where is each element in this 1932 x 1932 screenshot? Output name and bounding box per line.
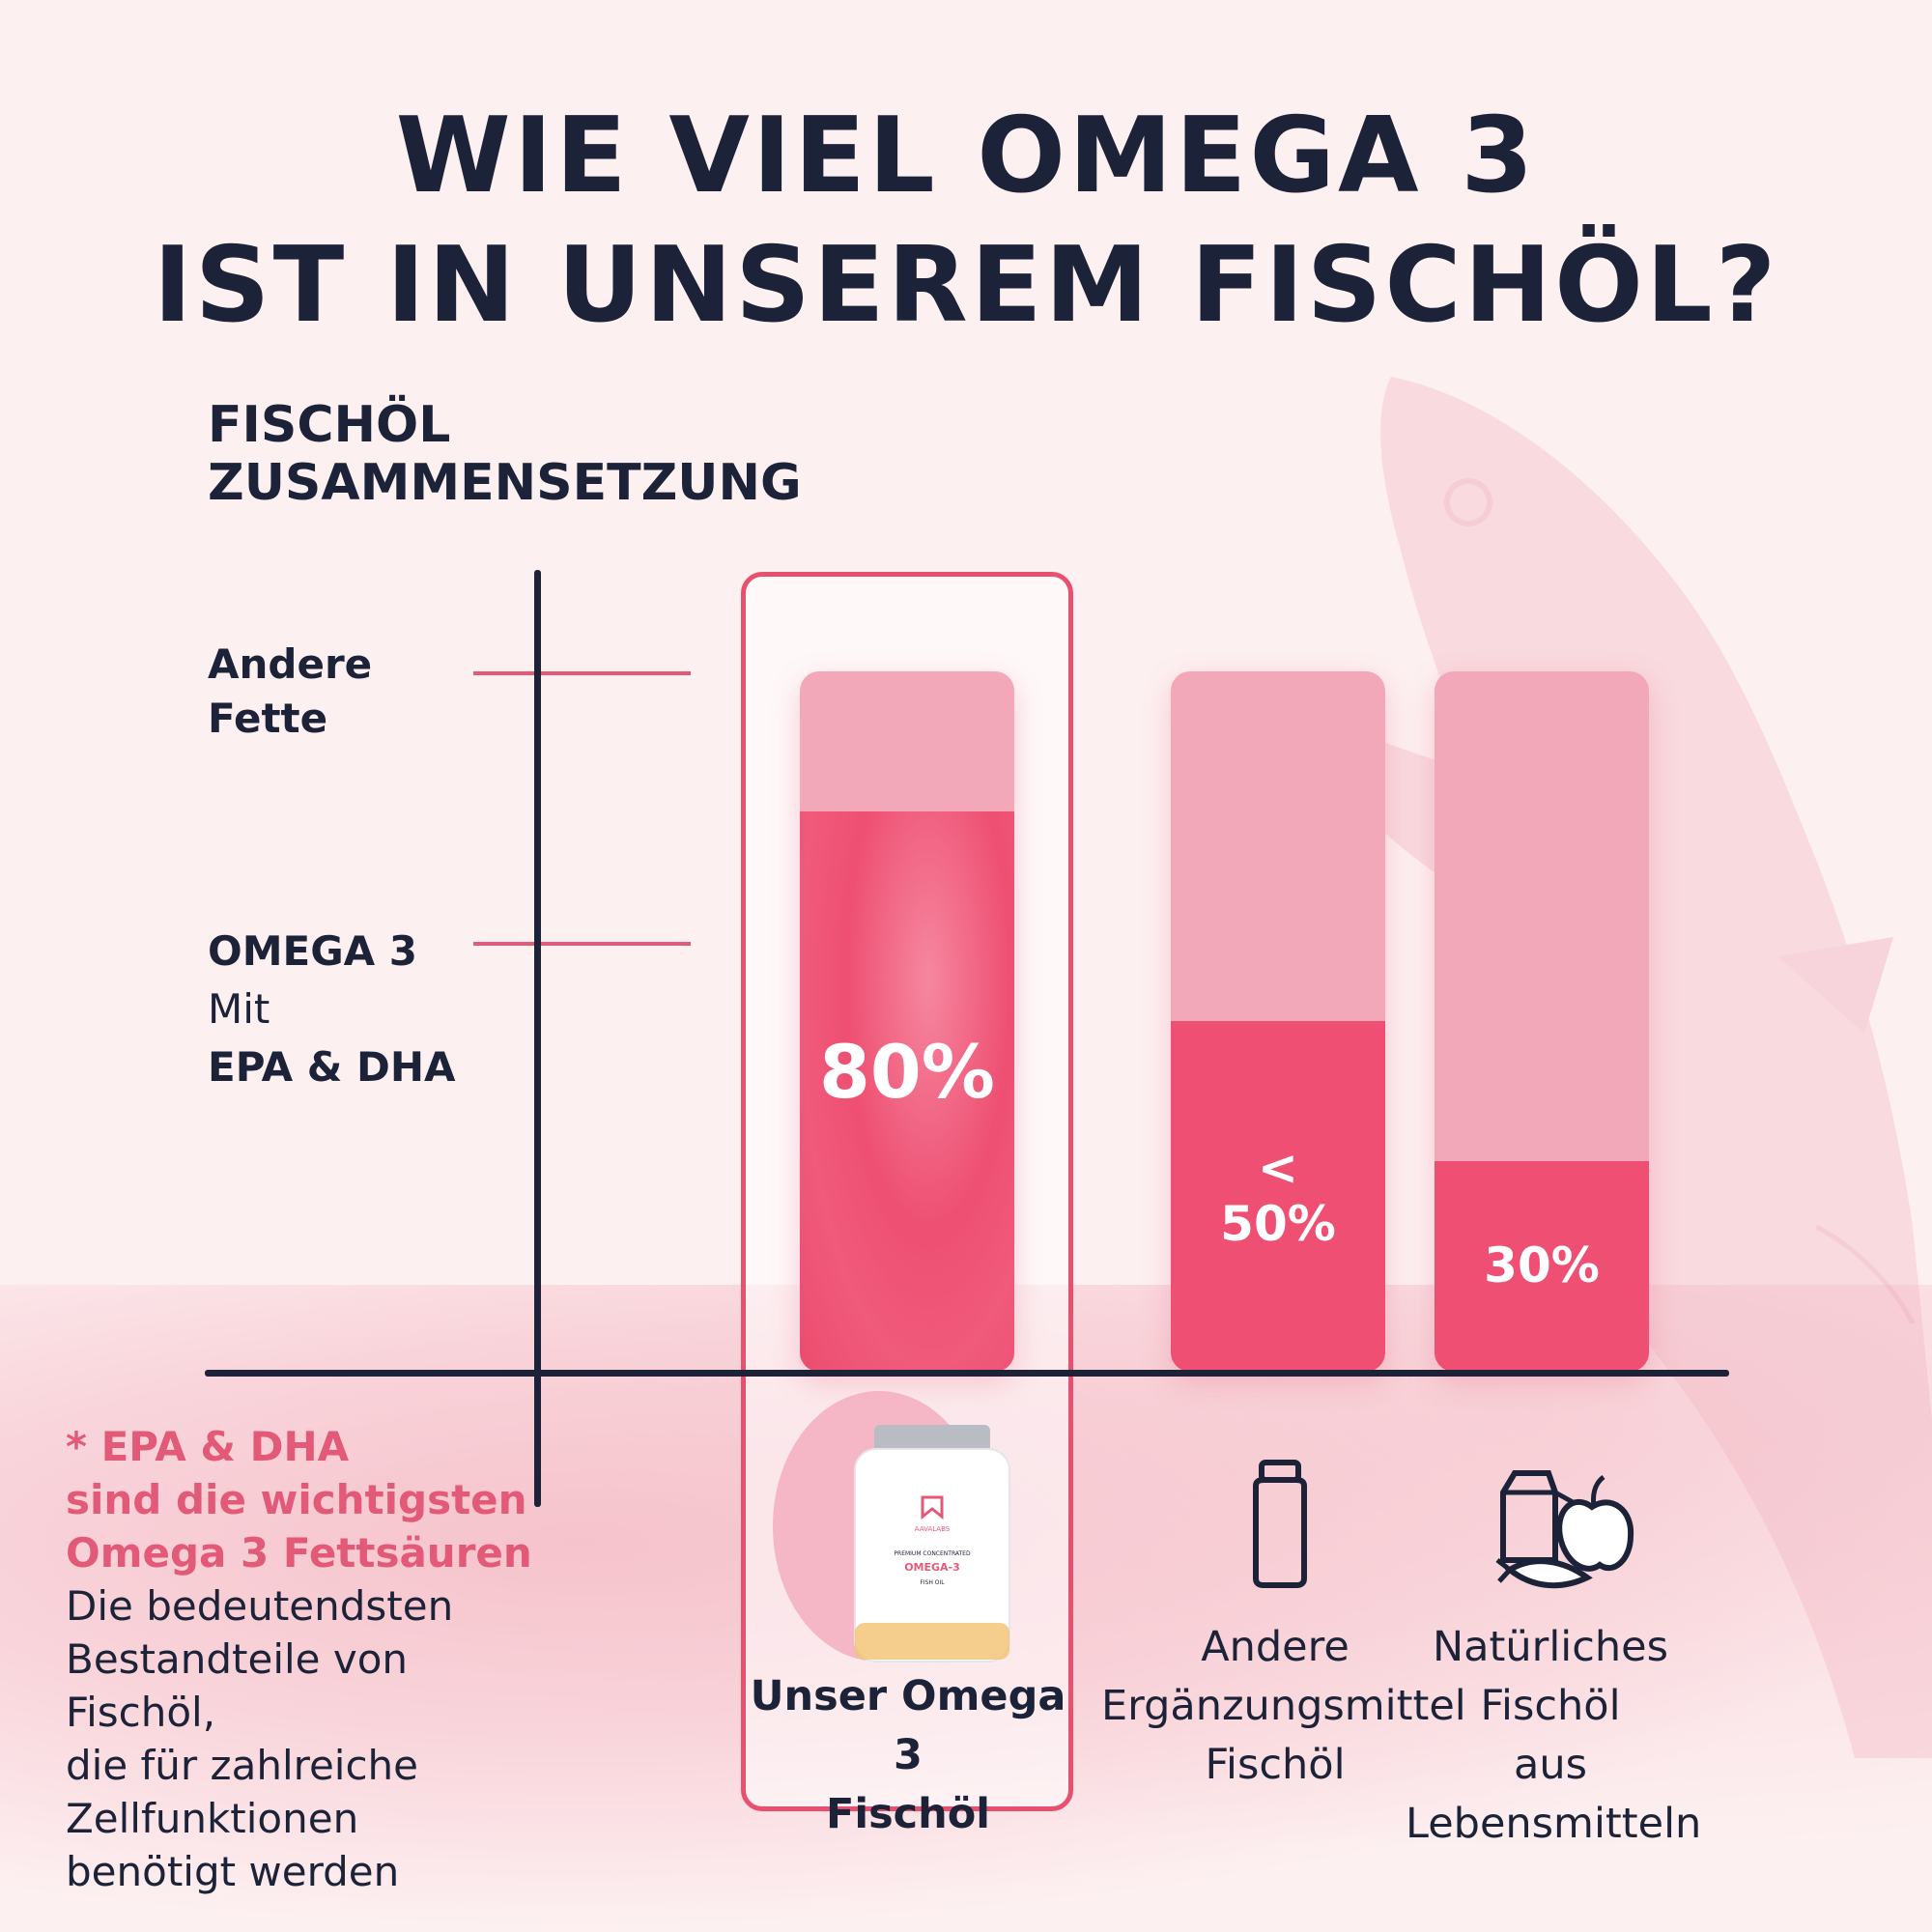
product-brand: AAVALABS: [915, 1525, 951, 1533]
milk-apple-carrot-icon: [1495, 1470, 1634, 1589]
footnote-body-line-6: benötigt werden: [66, 1848, 400, 1895]
omega-label-line-2: Mit: [208, 985, 270, 1033]
product-logo-icon: [921, 1495, 944, 1520]
chart-subtitle: FISCHÖL ZUSAMMENSETZUNG: [208, 396, 884, 512]
category-label-line: aus: [1513, 1741, 1587, 1789]
category-label-line: Ergänzungsmittel: [1101, 1682, 1466, 1730]
footnote: * EPA & DHA sind die wichtigsten Omega 3…: [66, 1420, 568, 1898]
bar-data-label-value: 30%: [1484, 1237, 1600, 1293]
category-label-line: Andere: [1201, 1623, 1350, 1671]
category-label-line: Fischöl: [1480, 1682, 1621, 1730]
omega-tick: [473, 942, 691, 946]
x-axis-line: [205, 1370, 1729, 1377]
bar-unser-omega: 80%: [800, 671, 1014, 1372]
page-title-line-2: IST IN UNSEREM FISCHÖL?: [153, 225, 1779, 346]
other-fats-label-line-2: Fette: [208, 695, 328, 742]
footnote-heading-2: sind die wichtigsten: [66, 1476, 527, 1523]
page-title: WIE VIEL OMEGA 3 IST IN UNSEREM FISCHÖL?: [0, 92, 1932, 351]
other-fats-label-line-1: Andere: [208, 640, 373, 688]
product-capsules: [855, 1623, 1009, 1660]
omega-label: OMEGA 3 Mit EPA & DHA: [208, 923, 456, 1096]
chart-subtitle-line-2: ZUSAMMENSETZUNG: [208, 454, 802, 512]
product-bottle-image: AAVALABS PREMIUM CONCENTRATED OMEGA-3 FI…: [773, 1391, 1010, 1662]
bar-omega-segment: [1435, 1161, 1649, 1372]
omega-label-line-1: OMEGA 3: [208, 927, 418, 975]
product-jar: [854, 1448, 1010, 1662]
product-cap: [874, 1425, 990, 1452]
category-label-natuerliches: Natürliches Fischöl aus Lebensmitteln: [1406, 1618, 1702, 1854]
footnote-body-line-2: Bestandteile von: [66, 1635, 409, 1683]
y-axis-line: [534, 570, 541, 1507]
footnote-body-line-5: Zellfunktionen: [66, 1795, 359, 1842]
product-text-3: FISH OIL: [920, 1579, 945, 1586]
bar-data-label: 80%: [800, 1029, 1014, 1115]
footnote-body-line-3: Fischöl,: [66, 1689, 216, 1736]
bar-data-label: 30%: [1435, 1237, 1649, 1294]
supplement-bottle-icon: [1253, 1460, 1307, 1588]
bar-natuerliches: 30%: [1435, 671, 1649, 1372]
other-fats-tick: [473, 671, 691, 675]
category-label-line: Lebensmitteln: [1406, 1800, 1702, 1848]
category-label-line: Fischöl: [825, 1790, 991, 1838]
bar-omega-segment: [800, 811, 1014, 1372]
category-label-line: Natürliches: [1433, 1623, 1668, 1671]
product-text-1: PREMIUM CONCENTRATED: [894, 1550, 971, 1557]
category-label-line: Unser Omega 3: [750, 1672, 1066, 1779]
category-label-unser-omega: Unser Omega 3 Fischöl: [746, 1667, 1070, 1844]
omega-label-line-3: EPA & DHA: [208, 1043, 456, 1091]
product-text-2: OMEGA-3: [904, 1561, 960, 1574]
bar-data-label-value: 50%: [1220, 1195, 1336, 1252]
bar-omega-segment: [1171, 1021, 1385, 1372]
bar-data-label: < 50%: [1171, 1140, 1385, 1252]
footnote-body-line-4: die für zahlreiche: [66, 1742, 419, 1789]
bar-data-label-prefix: <: [1258, 1140, 1298, 1196]
category-label-line: Fischöl: [1205, 1741, 1346, 1789]
page-title-line-1: WIE VIEL OMEGA 3: [395, 96, 1537, 216]
footnote-body-line-1: Die bedeutendsten: [66, 1582, 454, 1630]
category-label-andere: Andere Ergänzungsmittel Fischöl: [1101, 1618, 1466, 1795]
bar-data-label-value: 80%: [819, 1029, 995, 1115]
footnote-heading-3: Omega 3 Fettsäuren: [66, 1529, 532, 1577]
footnote-heading-1: * EPA & DHA: [66, 1423, 350, 1470]
chart-subtitle-line-1: FISCHÖL: [208, 396, 451, 454]
other-fats-label: Andere Fette: [208, 638, 372, 746]
footnote-body: Die bedeutendsten Bestandteile von Fisch…: [66, 1579, 568, 1898]
bar-andere-ergaenzung: < 50%: [1171, 671, 1385, 1372]
